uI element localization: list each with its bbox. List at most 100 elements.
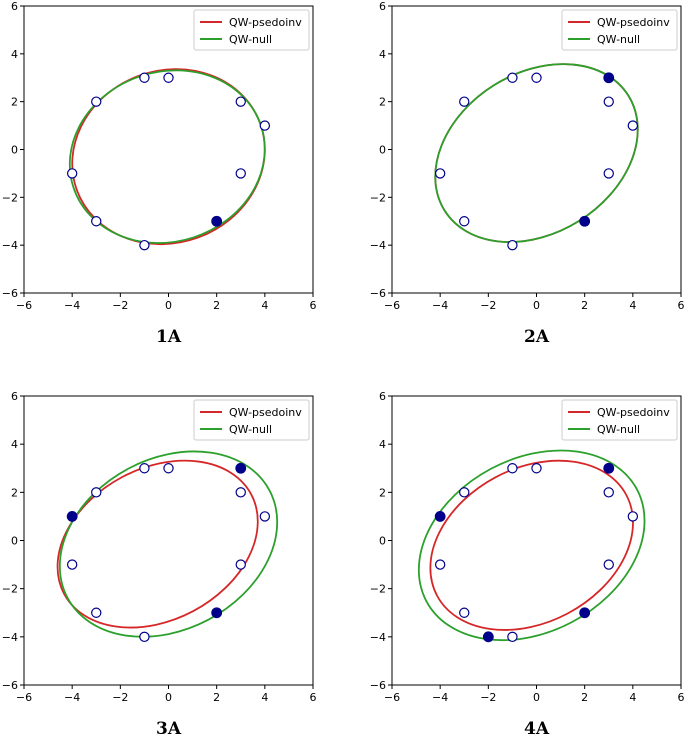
y-tick-label: −2 [370, 583, 386, 596]
x-tick-label: 6 [678, 691, 685, 704]
data-point-open [139, 72, 150, 83]
legend: QW-psedoinv QW-null [561, 9, 678, 51]
x-tick-label: −4 [64, 691, 80, 704]
data-point-open [163, 72, 174, 83]
data-point-open [459, 607, 470, 618]
data-point-filled [434, 511, 446, 522]
legend: QW-psedoinv QW-null [193, 399, 310, 441]
x-tick-label: 4 [261, 299, 268, 312]
y-tick-label: 6 [11, 0, 18, 13]
data-point-open [507, 239, 518, 251]
panel-label-3a: 3A [156, 719, 182, 739]
series-curve-qw-psedoinv [429, 459, 634, 631]
x-tick-label: −6 [16, 299, 32, 312]
panel-label-1a: 1A [156, 327, 182, 347]
x-tick-label: −2 [112, 299, 128, 312]
y-tick-label: 6 [379, 0, 386, 13]
x-tick-label: 4 [261, 691, 268, 704]
data-point-filled [482, 631, 494, 643]
data-point-open [66, 559, 78, 570]
y-tick-label: 4 [11, 48, 18, 61]
y-tick-label: −2 [2, 191, 18, 204]
x-tick-label: −2 [112, 691, 128, 704]
data-point-filled [579, 607, 591, 619]
panel-label-4a: 4A [524, 719, 550, 739]
data-point-open [459, 487, 470, 498]
data-point-open [627, 511, 639, 522]
x-tick-label: 2 [213, 299, 220, 312]
x-tick-label: 0 [533, 691, 540, 704]
panel-2a: −6 −4 −2 0 2 4 6 −6 −4 −2 0 2 4 6 QW-psedoinv QW-null 2A [370, 0, 685, 347]
data-point-open [91, 487, 102, 498]
data-point-open [259, 120, 271, 131]
data-point-open [603, 487, 614, 498]
series-curve-qw-null [434, 63, 639, 243]
legend-label-qw-null: QW-null [229, 33, 272, 46]
data-point-open [66, 168, 78, 179]
data-point-open [139, 631, 150, 643]
y-tick-label: −6 [370, 287, 386, 300]
data-point-filled [603, 72, 615, 84]
x-tick-label: 2 [581, 299, 588, 312]
data-point-open [235, 487, 246, 498]
y-tick-label: −2 [370, 191, 386, 204]
x-tick-label: −4 [432, 299, 448, 312]
data-point-open [139, 239, 150, 251]
data-point-open [235, 559, 246, 570]
legend-label-qw-null: QW-null [597, 33, 640, 46]
x-tick-label: −6 [384, 299, 400, 312]
y-tick-label: 4 [379, 48, 386, 61]
legend: QW-psedoinv QW-null [193, 9, 310, 51]
y-tick-label: −4 [370, 631, 386, 644]
data-point-open [531, 72, 542, 83]
data-point-filled [579, 215, 591, 227]
y-tick-label: 2 [11, 486, 18, 499]
y-tick-label: 6 [379, 390, 386, 403]
x-tick-label: 0 [533, 299, 540, 312]
y-tick-label: 0 [379, 535, 386, 548]
data-point-filled [603, 462, 615, 474]
x-tick-label: 4 [629, 299, 636, 312]
x-tick-label: 4 [629, 691, 636, 704]
y-tick-label: −4 [2, 631, 18, 644]
legend-label-qw-psedoinv: QW-psedoinv [229, 406, 302, 419]
data-point-filled [211, 215, 223, 227]
data-point-open [459, 216, 470, 227]
y-tick-label: 0 [11, 535, 18, 548]
legend-label-qw-null: QW-null [597, 423, 640, 436]
legend-label-qw-null: QW-null [229, 423, 272, 436]
data-point-open [459, 96, 470, 107]
x-tick-label: −6 [16, 691, 32, 704]
data-point-open [507, 631, 518, 643]
x-tick-label: −4 [64, 299, 80, 312]
panel-1a: −6 −4 −2 0 2 4 6 −6 −4 −2 0 2 4 6 QW-psedoinv QW-null 1A [2, 0, 317, 347]
data-point-open [531, 463, 542, 474]
y-tick-label: −6 [370, 679, 386, 692]
data-point-open [91, 96, 102, 107]
y-tick-label: 4 [379, 438, 386, 451]
x-tick-label: 0 [165, 691, 172, 704]
series-curve-qw-psedoinv [434, 63, 639, 243]
data-point-open [139, 463, 150, 474]
data-point-open [603, 168, 614, 179]
legend-box [561, 399, 678, 441]
x-tick-label: −4 [432, 691, 448, 704]
panel-label-2a: 2A [524, 327, 550, 347]
series-curve-qw-null [417, 449, 646, 642]
y-tick-label: 2 [11, 96, 18, 109]
series-curve-qw-psedoinv [56, 459, 259, 629]
data-point-open [163, 463, 174, 474]
y-tick-label: −4 [370, 239, 386, 252]
data-point-open [603, 559, 614, 570]
data-point-open [603, 96, 614, 107]
data-point-open [507, 463, 518, 474]
y-tick-label: −2 [2, 583, 18, 596]
x-tick-label: 6 [310, 691, 317, 704]
legend-label-qw-psedoinv: QW-psedoinv [597, 16, 670, 29]
x-tick-label: 2 [213, 691, 220, 704]
x-tick-label: 2 [581, 691, 588, 704]
legend-box [561, 9, 678, 51]
data-point-open [434, 168, 446, 179]
legend-label-qw-psedoinv: QW-psedoinv [229, 16, 302, 29]
